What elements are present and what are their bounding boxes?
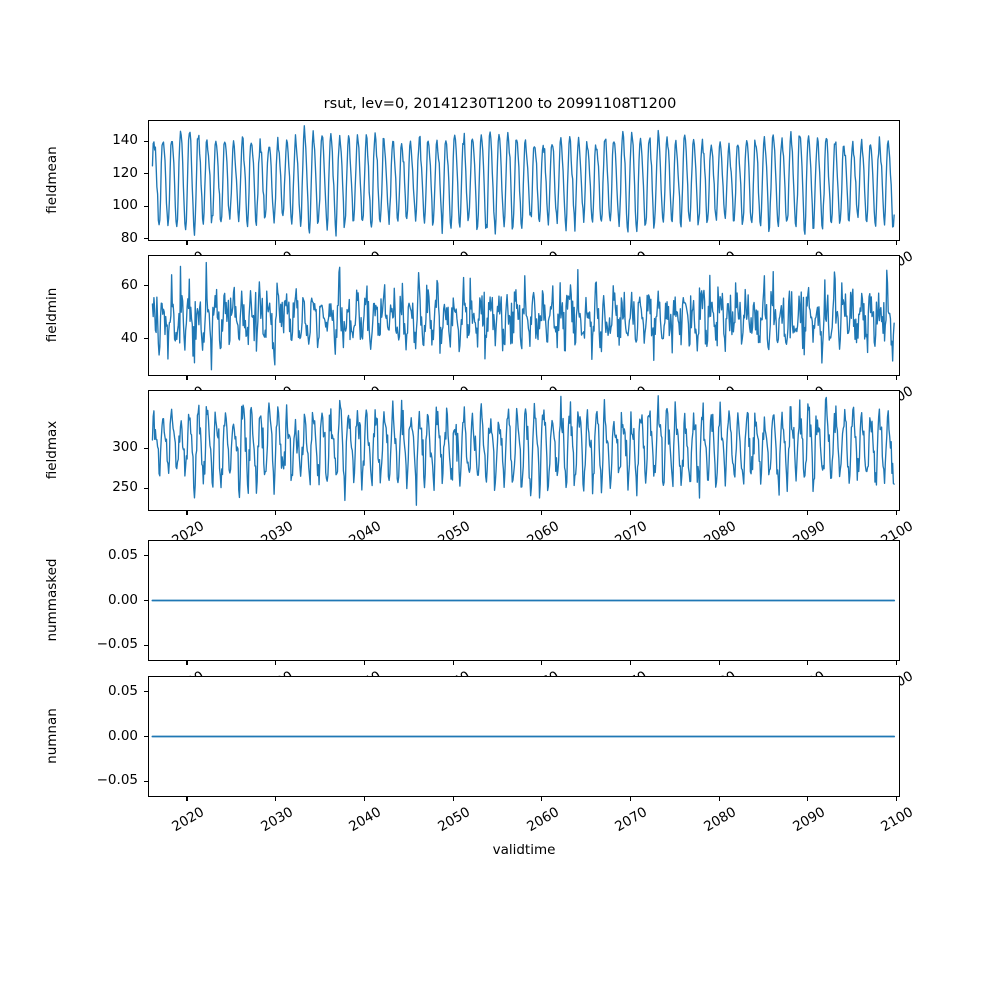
y-tick-mark-fieldmean-3 <box>144 140 148 142</box>
plot-area-fieldmean <box>149 121 899 240</box>
x-tick-mark-numnan-3 <box>452 797 454 801</box>
y-tick-label-fieldmin-1: 60 <box>120 276 138 293</box>
x-tick-mark-fieldmean-6 <box>718 241 720 245</box>
x-tick-mark-fieldmax-4 <box>541 511 543 515</box>
y-axis-label-fieldmean: fieldmean <box>44 145 60 214</box>
x-tick-mark-fieldmean-2 <box>363 241 365 245</box>
y-tick-label-fieldmean-1: 100 <box>112 197 138 214</box>
x-tick-mark-fieldmean-7 <box>807 241 809 245</box>
y-tick-mark-fieldmax-0 <box>144 487 148 489</box>
subplot-numnan <box>148 676 900 797</box>
y-tick-mark-numnan-0 <box>144 780 148 782</box>
x-tick-mark-fieldmin-3 <box>452 376 454 380</box>
y-tick-mark-nummasked-2 <box>144 555 148 557</box>
y-tick-label-fieldmax-1: 300 <box>112 439 138 456</box>
x-tick-mark-fieldmin-4 <box>541 376 543 380</box>
x-tick-mark-fieldmean-3 <box>452 241 454 245</box>
y-tick-label-fieldmin-0: 40 <box>120 329 138 346</box>
x-tick-mark-fieldmax-6 <box>718 511 720 515</box>
x-tick-mark-fieldmin-0 <box>186 376 188 380</box>
y-tick-label-numnan-0: −0.05 <box>96 772 138 789</box>
series-canvas-fieldmean <box>151 125 895 237</box>
y-tick-mark-fieldmean-2 <box>144 173 148 175</box>
y-tick-label-numnan-1: 0.00 <box>107 727 138 744</box>
plot-area-fieldmax <box>149 391 899 510</box>
x-tick-mark-fieldmin-8 <box>895 376 897 380</box>
series-canvas-fieldmin <box>151 261 895 371</box>
y-tick-label-fieldmean-3: 140 <box>112 132 138 149</box>
x-tick-mark-nummasked-1 <box>275 661 277 665</box>
x-axis-label: validtime <box>492 842 556 858</box>
y-tick-mark-numnan-2 <box>144 691 148 693</box>
x-tick-mark-fieldmean-4 <box>541 241 543 245</box>
x-tick-mark-numnan-0 <box>186 797 188 801</box>
y-tick-label-numnan-2: 0.05 <box>107 682 138 699</box>
y-tick-mark-fieldmin-1 <box>144 285 148 287</box>
x-tick-mark-fieldmax-8 <box>895 511 897 515</box>
y-axis-label-nummasked: nummasked <box>44 558 60 641</box>
x-tick-mark-nummasked-6 <box>718 661 720 665</box>
x-tick-mark-fieldmin-6 <box>718 376 720 380</box>
line-fieldmax <box>151 395 895 506</box>
x-tick-mark-fieldmax-2 <box>363 511 365 515</box>
x-tick-mark-fieldmean-0 <box>186 241 188 245</box>
x-tick-mark-numnan-7 <box>807 797 809 801</box>
x-tick-mark-nummasked-7 <box>807 661 809 665</box>
plot-area-fieldmin <box>149 256 899 375</box>
subplot-fieldmax <box>148 390 900 511</box>
y-tick-label-nummasked-1: 0.00 <box>107 591 138 608</box>
x-tick-mark-fieldmin-2 <box>363 376 365 380</box>
x-tick-mark-nummasked-8 <box>895 661 897 665</box>
subplot-fieldmin <box>148 255 900 376</box>
x-tick-mark-fieldmax-3 <box>452 511 454 515</box>
y-tick-mark-fieldmin-0 <box>144 338 148 340</box>
x-tick-mark-nummasked-2 <box>363 661 365 665</box>
x-tick-mark-nummasked-4 <box>541 661 543 665</box>
y-tick-label-fieldmean-0: 80 <box>120 229 138 246</box>
x-tick-mark-fieldmean-5 <box>629 241 631 245</box>
x-tick-mark-fieldmin-1 <box>275 376 277 380</box>
series-canvas-fieldmax <box>151 395 895 506</box>
x-tick-mark-numnan-8 <box>895 797 897 801</box>
y-tick-mark-nummasked-0 <box>144 644 148 646</box>
x-tick-mark-fieldmin-5 <box>629 376 631 380</box>
x-tick-mark-nummasked-5 <box>629 661 631 665</box>
x-tick-mark-fieldmean-1 <box>275 241 277 245</box>
x-tick-mark-numnan-2 <box>363 797 365 801</box>
y-tick-mark-nummasked-1 <box>144 599 148 602</box>
x-tick-mark-nummasked-3 <box>452 661 454 665</box>
x-tick-mark-fieldmax-7 <box>807 511 809 515</box>
y-tick-mark-fieldmax-1 <box>144 447 148 449</box>
y-tick-label-nummasked-2: 0.05 <box>107 546 138 563</box>
y-tick-mark-numnan-1 <box>144 735 148 738</box>
y-tick-mark-fieldmean-0 <box>144 238 148 240</box>
y-axis-label-numnan: numnan <box>44 707 60 764</box>
figure-title: rsut, lev=0, 20141230T1200 to 20991108T1… <box>323 96 677 112</box>
y-tick-label-fieldmax-0: 250 <box>112 479 138 496</box>
line-fieldmin <box>151 261 895 371</box>
x-tick-mark-fieldmax-1 <box>275 511 277 515</box>
x-tick-mark-numnan-1 <box>275 797 277 801</box>
y-axis-label-fieldmin: fieldmin <box>44 287 60 342</box>
y-tick-mark-fieldmean-1 <box>144 205 148 207</box>
x-tick-mark-fieldmean-8 <box>895 241 897 245</box>
line-fieldmean <box>151 125 895 237</box>
x-tick-mark-nummasked-0 <box>186 661 188 665</box>
x-tick-mark-numnan-4 <box>541 797 543 801</box>
x-tick-mark-numnan-5 <box>629 797 631 801</box>
y-tick-label-fieldmean-2: 120 <box>112 164 138 181</box>
subplot-fieldmean <box>148 120 900 241</box>
subplot-nummasked <box>148 540 900 661</box>
plot-area-numnan <box>149 677 899 796</box>
series-canvas-nummasked <box>151 599 896 602</box>
y-axis-label-fieldmax: fieldmax <box>44 420 60 479</box>
x-tick-mark-fieldmin-7 <box>807 376 809 380</box>
plot-area-nummasked <box>149 541 899 660</box>
y-tick-label-nummasked-0: −0.05 <box>96 636 138 653</box>
series-canvas-numnan <box>151 735 896 738</box>
x-tick-mark-numnan-6 <box>718 797 720 801</box>
x-tick-mark-fieldmax-0 <box>186 511 188 515</box>
x-tick-mark-fieldmax-5 <box>629 511 631 515</box>
